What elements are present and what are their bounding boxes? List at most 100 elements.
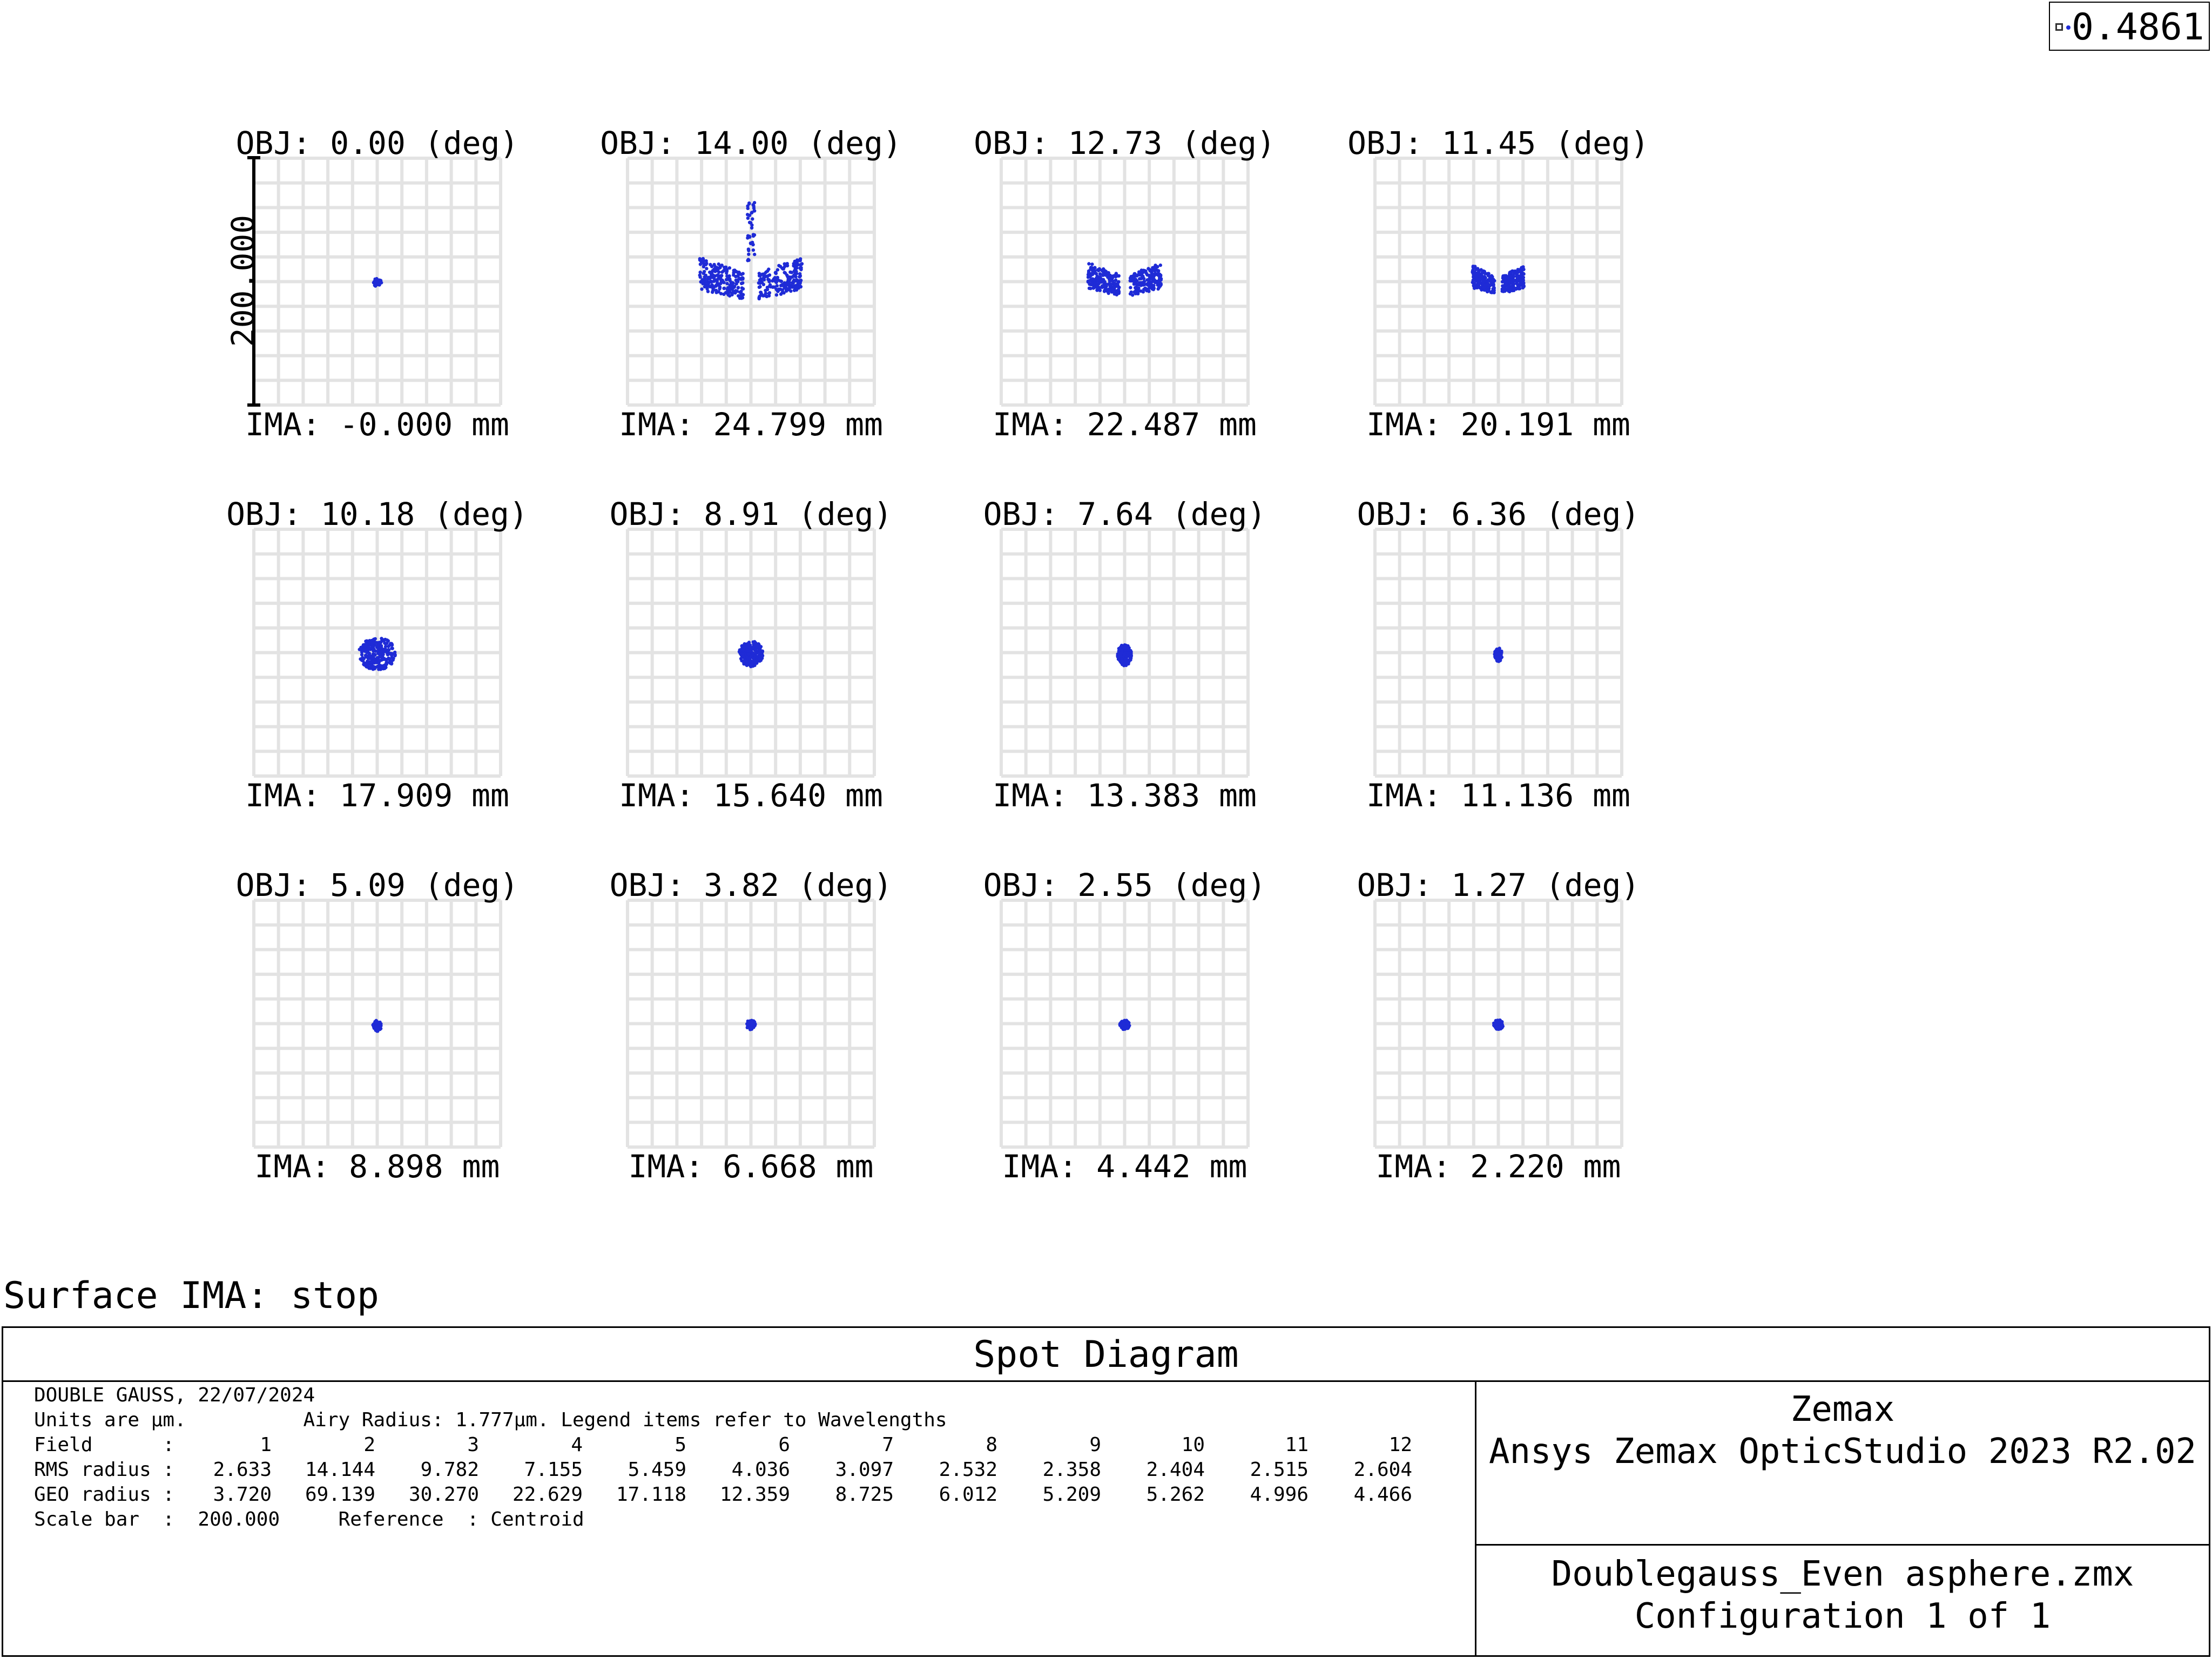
spot-point [1513,287,1517,291]
spot-panel-9: OBJ: 5.09 (deg) IMA: 8.898 mm [236,867,519,1185]
spot-point [777,288,781,292]
spot-point [1474,285,1478,288]
spot-point [1492,279,1495,282]
spot-point [1520,280,1524,284]
field-cell: 5 [675,1434,686,1456]
spot-point [724,278,729,281]
spot-point [767,291,772,295]
spot-point [752,644,756,648]
spot-point [751,217,754,221]
spot-point [1498,1020,1502,1024]
spot-point [1149,268,1152,272]
spot-point [373,653,376,657]
spot-point [1497,653,1501,657]
spot-point [759,277,763,281]
company-name: Zemax [1790,1390,1895,1429]
spot-point [788,270,792,274]
spot-point [746,216,750,220]
spot-point [1136,289,1141,293]
spot-point [1472,273,1476,276]
spot-panel-11: OBJ: 2.55 (deg) IMA: 4.442 mm [983,867,1266,1185]
spot-point [1483,283,1487,287]
spot-point [759,645,763,649]
spot-point [1122,653,1127,657]
spot-point [780,288,785,292]
spot-point [720,270,724,274]
spot-point [761,282,766,286]
spot-point [380,637,383,640]
spot-point [1114,278,1118,282]
spot-point [794,269,798,273]
spot-point [786,274,790,279]
spot-point [704,285,708,288]
spot-point [1157,278,1162,281]
spot-point [777,278,780,282]
spot-point [711,286,715,290]
spot-point [1491,289,1495,293]
spot-point [720,279,725,283]
spot-point [714,288,718,292]
config-label: Configuration 1 of 1 [1634,1596,2051,1636]
spot-point [1471,265,1475,268]
spot-point [746,660,750,664]
spot-point [775,284,779,288]
spot-point [1494,1019,1498,1023]
spot-point [392,652,395,656]
spot-point [1087,286,1091,290]
spot-point [741,660,746,664]
spot-point [1114,272,1118,275]
field-cell: 3 [467,1434,479,1456]
spot-point [718,287,721,291]
ima-label: IMA: 13.383 mm [993,777,1257,814]
legend-swatch-icon [2055,23,2063,31]
spot-point [773,276,777,280]
rms-cell: 2.515 [1250,1459,1309,1481]
spot-point [767,267,771,271]
spot-point [375,656,379,660]
spot-point [1157,269,1161,273]
spot-panel-4: OBJ: 11.45 (deg) IMA: 20.191 mm [1347,125,1649,443]
spot-point [388,657,392,662]
spot-point [1152,286,1156,291]
spot-point [1132,282,1136,286]
spot-point [702,261,705,265]
rms-cell: 2.604 [1353,1459,1412,1481]
spot-point [378,1020,382,1024]
spot-point [751,640,755,644]
spot-point [760,649,765,653]
spot-point [712,279,716,283]
spot-point [722,286,726,290]
spot-point [1480,274,1484,278]
spot-point [795,262,799,266]
spot-point [779,292,783,296]
spot-point [746,213,750,217]
spot-point [1088,274,1092,278]
spot-point [1134,289,1137,293]
spot-point [798,280,802,284]
spot-point [1508,289,1512,294]
spot-point [1484,279,1488,283]
spot-point [383,644,388,649]
spot-point [1091,286,1095,290]
spot-point [381,652,385,657]
rms-cell: 4.036 [731,1459,790,1481]
geo-cell: 8.725 [835,1483,894,1506]
lens-line: DOUBLE GAUSS, 22/07/2024 [34,1384,315,1406]
geo-cell: 30.270 [408,1483,479,1506]
spot-point [1129,286,1132,289]
spot-point [1482,288,1486,292]
spot-point [377,642,381,646]
rms-cell: 2.358 [1042,1459,1101,1481]
spot-point [1108,279,1112,284]
spot-point [800,262,804,266]
spot-point [1112,286,1116,289]
spot-point [376,660,380,664]
spot-point [1148,284,1151,288]
spot-point [385,638,389,642]
spot-point [795,258,799,262]
spot-point [1111,279,1115,283]
spot-point [374,283,378,287]
spot-point [374,649,377,653]
obj-label: OBJ: 14.00 (deg) [600,125,902,161]
spot-point [752,651,756,656]
